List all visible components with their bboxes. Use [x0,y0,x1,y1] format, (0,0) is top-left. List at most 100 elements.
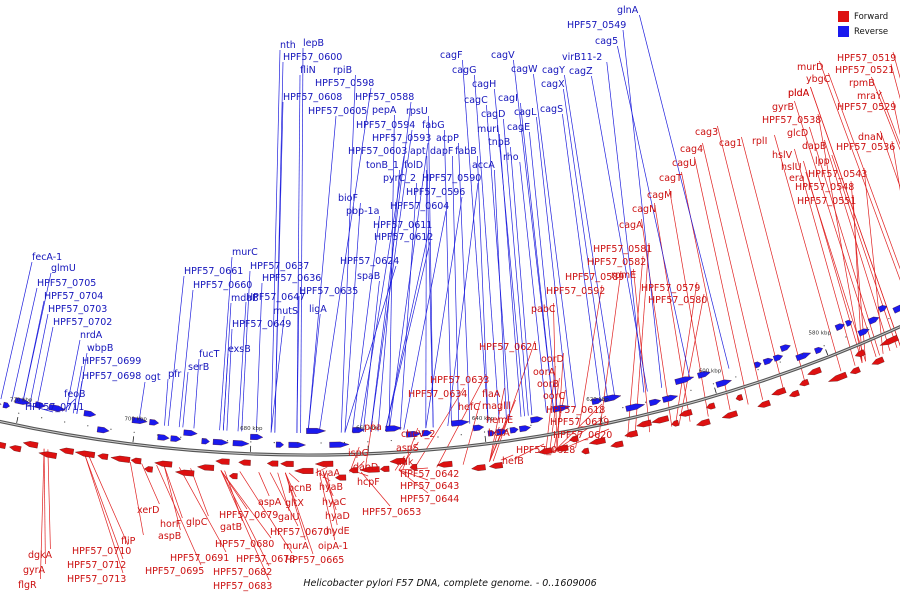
gene-arrow [552,404,571,413]
minor-tick [203,438,205,440]
forward-gene-label-hefb-55: hefB [502,456,524,467]
forward-leader-mura-78 [284,472,306,541]
minor-tick [250,441,252,443]
forward-leader-lpp-17 [831,154,898,348]
forward-leader-flgr-98 [40,448,45,580]
forward-gene-label-mura-78: murA [283,541,309,552]
forward-gene-label-ispg-60: ispG [348,448,369,459]
reverse-leader-hpf57-0598-26 [318,87,372,434]
reverse-gene-label-rho-20: rho [503,152,519,163]
forward-leader-xerd-84 [141,463,160,505]
forward-gene-label-pabc-38: pabC [531,304,556,315]
gene-arrow [487,430,496,437]
reverse-leader-dapf-38 [452,155,460,425]
reverse-leader-rpib-25 [340,74,356,433]
reverse-leader-hpf57-0611-49 [385,229,430,431]
gene-arrow [329,441,350,448]
reverse-gene-label-dapf-38: dapF [430,146,453,157]
forward-leader-flip-92 [129,462,144,536]
reverse-gene-label-rpib-25: rpiB [333,65,352,76]
gene-arrow [789,389,800,398]
forward-leader-hpf57-0579-35 [675,281,698,426]
forward-leader-rpli-15 [774,134,842,372]
forward-gene-label-hpf57-0634-48: HPF57_0634 [408,389,467,400]
minor-tick [823,345,825,347]
gene-arrow [22,441,39,449]
gene-arrow [624,430,639,438]
forward-gene-label-hpf57-0619-45: HPF57_0619 [550,417,609,428]
forward-leader-hefc-50 [462,400,481,465]
reverse-gene-label-hpf57-0647-60: HPF57_0647 [246,292,305,303]
forward-gene-label-hyac-69: hyaC [322,497,346,508]
gene-arrow [879,334,899,346]
gene-arrow [215,458,230,465]
minor-tick [667,395,669,398]
reverse-gene-label-hpf57-0594-32: HPF57_0594 [356,120,415,131]
forward-gene-label-gltx-73: gltX [285,498,304,509]
tick-mark-720-kbp [16,417,19,424]
reverse-leader-fold-41 [425,169,427,429]
minor-tick [110,428,112,430]
reverse-leader-acpp-35 [458,142,471,424]
tick-label-700-kbp: 700 kbp [124,416,147,422]
gene-arrow [154,460,173,468]
reverse-gene-label-cagg-10: cagG [452,65,476,76]
forward-leader-flaa-49 [489,387,505,462]
gene-arrow [144,466,153,473]
forward-gene-label-hpf57-0581-31: HPF57_0581 [593,244,652,255]
forward-gene-label-hpf57-0643-64: HPF57_0643 [400,481,459,492]
reverse-leader-serb-77 [182,371,189,428]
forward-leader-hpf57-0634-48 [413,387,465,470]
gene-arrow [795,352,812,362]
forward-leader-hyde-71 [326,472,338,526]
gene-arrow [871,356,885,365]
forward-leader-dnan-11 [880,130,900,188]
reverse-gene-label-liga-62: ligA [309,304,327,315]
minor-tick [41,417,43,419]
reverse-leader-hpf57-0588-28 [370,101,412,432]
reverse-leader-nrda-70 [65,339,81,413]
reverse-leader-hpf57-0604-47 [403,210,447,430]
gene-arrow [130,457,142,465]
minor-tick [622,407,624,409]
reverse-leader-spab-56 [362,280,380,432]
forward-leader-hpf57-0682-89 [220,470,270,567]
forward-gene-label-flip-92: fliP [121,536,136,547]
tick-label-580-kbp: 580 kbp [809,331,832,337]
minor-tick [845,336,847,338]
label-leader-lines [0,14,900,581]
gene-arrow [174,469,195,477]
reverse-leader-hpf57-0637-54 [241,270,251,432]
gene-arrow [509,427,519,434]
gene-arrow [854,349,866,357]
forward-leader-asps-58 [398,441,419,471]
reverse-leader-rho-20 [519,161,547,413]
gene-arrow [359,466,380,473]
forward-leader-oord-40 [556,352,564,452]
gene-arrow [48,404,67,412]
forward-leader-oorc-43 [552,389,566,453]
gene-arrow [867,316,880,325]
forward-gene-label-hyab-68: hyaB [319,482,343,493]
forward-gene-label-rpmb-2: rpmB [849,78,875,89]
forward-gene-label-cagm-28: cagM [647,190,672,201]
gene-arrow [892,304,900,314]
forward-gene-label-hpf57-0529-6: HPF57_0529 [837,102,896,113]
gene-arrow [306,428,327,434]
gene-arrow [697,371,711,379]
gene-arrow [314,460,334,467]
gene-arrow [348,467,359,474]
reverse-leader-apt-37 [426,155,434,428]
reverse-gene-label-hpf57-0549-1: HPF57_0549 [567,20,626,31]
forward-leader-gyrb-8 [794,100,877,358]
gene-arrow [496,428,508,436]
reverse-gene-label-cagx-8: cagX [541,79,565,90]
forward-gene-label-hefc-50: hefC [458,402,480,413]
reverse-gene-label-hpf57-0711-80: HPF57_0711 [25,402,84,413]
reverse-leader-hpf57-0647-60 [237,301,247,432]
minor-tick [801,353,803,355]
reverse-gene-label-virb11-2-3: virB11-2 [562,52,602,63]
minor-tick [735,376,737,378]
gene-arrow [0,442,7,449]
